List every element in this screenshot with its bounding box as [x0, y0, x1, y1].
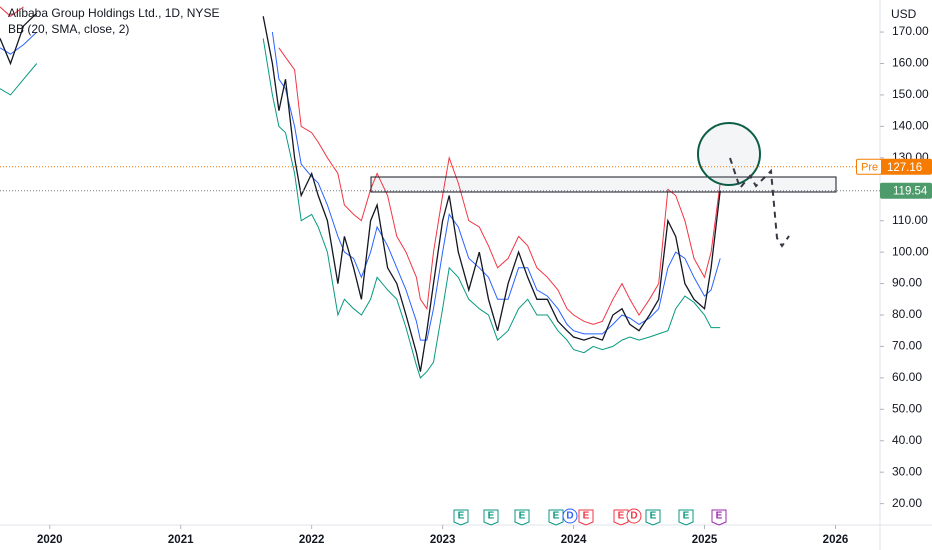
y-tick-label: 90.00 [892, 276, 922, 290]
event-icon [578, 509, 594, 526]
premarket-tag [857, 159, 881, 174]
y-tick-label: 150.00 [892, 87, 929, 101]
premarket-tag-label: Pre [861, 162, 878, 174]
event-label: E [488, 511, 495, 522]
y-tick-label: 80.00 [892, 307, 922, 321]
y-tick-label: 170.00 [892, 24, 929, 38]
event-icon [483, 509, 499, 526]
event-icon [645, 509, 661, 526]
indicator-label: BB (20, SMA, close, 2) [8, 22, 129, 36]
y-tick-label: 30.00 [892, 464, 922, 478]
event-icon [613, 509, 629, 526]
x-tick-label: 2026 [823, 534, 849, 546]
series-line [0, 38, 721, 379]
x-tick-label: 2020 [37, 534, 63, 546]
y-tick-label: 160.00 [892, 56, 929, 70]
resistance-zone [370, 176, 837, 193]
event-icon [514, 509, 530, 526]
event-label: E [458, 511, 465, 522]
x-tick-label: 2021 [168, 534, 194, 546]
y-tick-label: 70.00 [892, 339, 922, 353]
event-icon [453, 509, 469, 526]
plot-area [0, 6, 721, 379]
event-label: E [683, 511, 690, 522]
event-label: D [630, 511, 637, 522]
event-icon [626, 508, 642, 524]
event-icon [711, 509, 727, 526]
premarket-price: 127.16 [887, 162, 922, 174]
x-tick-label: 2022 [299, 534, 325, 546]
event-label: E [618, 511, 625, 522]
y-tick-label: 140.00 [892, 119, 929, 133]
event-label: E [519, 511, 526, 522]
event-icon [678, 509, 694, 526]
event-label: E [583, 511, 590, 522]
y-tick-label: 40.00 [892, 433, 922, 447]
y-tick-label: 60.00 [892, 370, 922, 384]
chart-title: Alibaba Group Holdings Ltd., 1D, NYSE [8, 6, 219, 20]
series-line [0, 6, 721, 325]
event-label: D [566, 511, 573, 522]
y-tick-label: 20.00 [892, 496, 922, 510]
event-label: E [553, 511, 560, 522]
last-price: 119.54 [893, 186, 928, 198]
x-tick-label: 2024 [561, 534, 587, 546]
currency-label: USD [891, 7, 917, 21]
y-tick-label: 50.00 [892, 401, 922, 415]
projection-path [729, 157, 790, 248]
y-tick-label: 110.00 [892, 213, 928, 227]
x-tick-label: 2025 [692, 534, 718, 546]
highlight-circle [697, 122, 761, 186]
series-line [0, 12, 721, 372]
x-tick-label: 2023 [430, 534, 456, 546]
event-label: E [650, 511, 657, 522]
event-label: E [716, 511, 723, 522]
y-tick-label: 100.00 [892, 244, 929, 258]
last-price-badge [880, 182, 932, 199]
event-icon [562, 508, 578, 524]
event-icon [548, 509, 564, 526]
